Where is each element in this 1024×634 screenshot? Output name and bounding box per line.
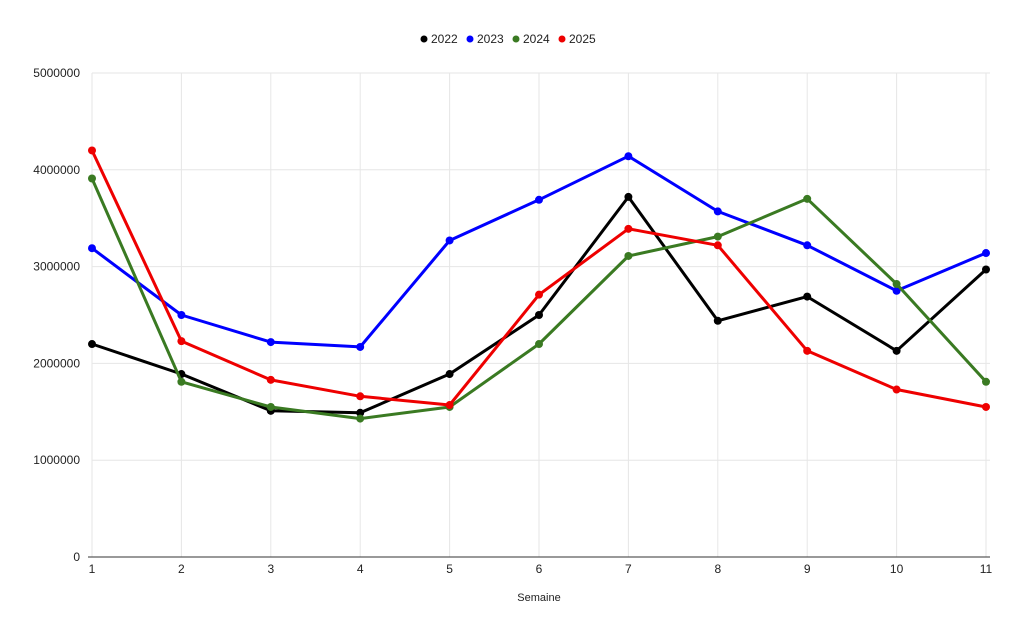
legend-label: 2025 (569, 32, 596, 46)
series-2024 (88, 174, 990, 423)
y-tick-label: 0 (73, 550, 80, 564)
data-point[interactable] (803, 346, 812, 355)
x-tick-label: 9 (804, 562, 811, 576)
data-point[interactable] (266, 375, 275, 384)
data-point[interactable] (713, 207, 722, 216)
legend-item-2025[interactable]: 2025 (558, 32, 597, 46)
x-tick-label: 7 (625, 562, 632, 576)
data-point[interactable] (624, 224, 633, 233)
legend-label: 2024 (523, 32, 550, 46)
y-tick-label: 3000000 (33, 260, 80, 274)
data-point[interactable] (624, 192, 633, 201)
series-2023 (88, 152, 990, 351)
legend-item-2023[interactable]: 2023 (466, 32, 505, 46)
data-point[interactable] (177, 337, 186, 346)
data-point[interactable] (356, 342, 365, 351)
data-point[interactable] (624, 152, 633, 161)
data-point[interactable] (356, 392, 365, 401)
legend-item-2024[interactable]: 2024 (512, 32, 551, 46)
legend-marker (512, 35, 520, 43)
legend-marker (558, 35, 566, 43)
axes: 0 1000000 2000000 3000000 4000000 5000000 1 2 3 4… (33, 66, 992, 576)
data-point[interactable] (713, 316, 722, 325)
data-point[interactable] (88, 244, 96, 253)
data-point[interactable] (356, 414, 365, 423)
data-point[interactable] (356, 408, 365, 417)
data-point[interactable] (892, 286, 901, 295)
x-tick-label: 1 (89, 562, 96, 576)
data-point[interactable] (266, 338, 275, 347)
x-tick-label: 2 (178, 562, 185, 576)
x-tick-label: 5 (446, 562, 453, 576)
data-point[interactable] (624, 251, 633, 260)
legend-item-2022[interactable]: 2022 (420, 32, 459, 46)
x-tick-label: 11 (980, 562, 993, 576)
data-point[interactable] (713, 241, 722, 250)
legend[interactable]: 2022 2023 2024 2025 (420, 32, 597, 46)
legend-marker (420, 35, 428, 43)
y-tick-label: 4000000 (33, 163, 80, 177)
x-tick-label: 6 (536, 562, 543, 576)
data-point[interactable] (445, 401, 454, 410)
data-point[interactable] (177, 311, 186, 319)
data-point[interactable] (88, 174, 96, 183)
data-point[interactable] (982, 377, 990, 386)
data-point[interactable] (803, 241, 812, 250)
data-point[interactable] (266, 402, 275, 411)
x-tick-label: 10 (890, 562, 904, 576)
data-point[interactable] (535, 290, 543, 299)
data-point[interactable] (803, 194, 812, 203)
data-point[interactable] (892, 346, 901, 355)
data-point[interactable] (982, 265, 990, 274)
data-point[interactable] (445, 236, 454, 245)
data-point[interactable] (445, 370, 454, 379)
y-tick-label: 2000000 (33, 356, 80, 370)
y-tick-label: 1000000 (33, 453, 80, 467)
data-point[interactable] (892, 280, 901, 289)
x-tick-label: 8 (714, 562, 721, 576)
series-2025 (88, 146, 990, 411)
legend-marker (466, 35, 474, 43)
data-point[interactable] (177, 377, 186, 386)
y-tick-label: 5000000 (33, 66, 80, 80)
data-point[interactable] (803, 292, 812, 301)
x-tick-label: 4 (357, 562, 364, 576)
data-point[interactable] (535, 340, 543, 349)
data-point[interactable] (713, 232, 722, 241)
data-point[interactable] (982, 249, 990, 258)
data-point[interactable] (88, 146, 96, 155)
x-axis-title: Semaine (517, 592, 560, 604)
data-point[interactable] (982, 402, 990, 411)
x-tick-label: 3 (267, 562, 274, 576)
data-point[interactable] (892, 385, 901, 394)
data-point[interactable] (535, 311, 543, 319)
data-point[interactable] (88, 340, 96, 349)
series-layer (88, 146, 990, 423)
data-point[interactable] (535, 195, 543, 204)
legend-label: 2023 (477, 32, 504, 46)
legend-label: 2022 (431, 32, 458, 46)
